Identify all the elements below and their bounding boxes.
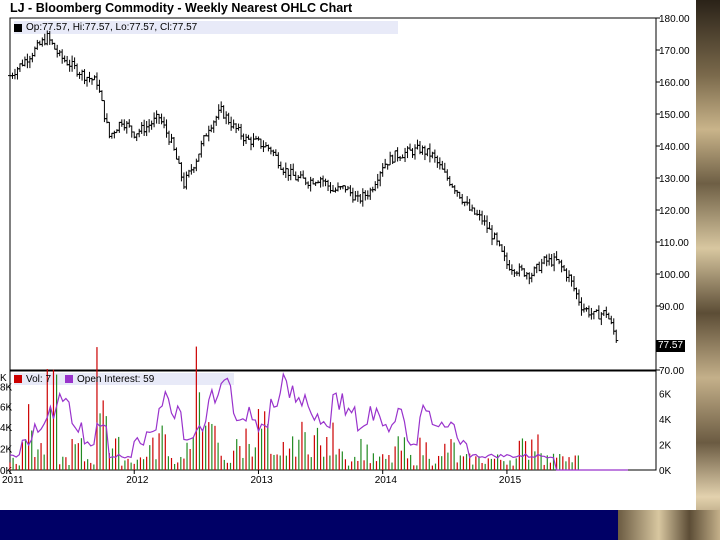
price-y-tick-label: 180.00 <box>659 14 690 25</box>
price-y-tick-label: 100.00 <box>659 270 690 281</box>
volume-left-tick-label: 8K <box>0 382 13 393</box>
price-plot-frame <box>9 17 657 371</box>
price-chart-svg: 180.00 170.00 160.00 150.00 140.00 130.00 120.… <box>8 14 690 377</box>
volume-y-tick-label: 4K <box>659 415 672 426</box>
open-interest-legend-label: Open Interest: 59 <box>77 373 155 385</box>
volume-y-tick-label: 2K <box>659 441 672 452</box>
ohlc-legend: Op:77.57, Hi:77.57, Lo:77.57, Cl:77.57 <box>14 21 394 34</box>
volume-bars <box>9 346 579 470</box>
x-tick-label: 2015 <box>499 475 522 486</box>
open-interest-legend-swatch <box>65 375 74 383</box>
open-interest-line <box>9 372 628 471</box>
price-y-tick-label: 160.00 <box>659 78 690 89</box>
ohlc-bars <box>8 30 619 343</box>
volume-legend: Vol: 7 Open Interest: 59 <box>14 373 154 385</box>
chart-title: LJ - Bloomberg Commodity - Weekly Neares… <box>10 1 353 15</box>
price-y-tick-label: 120.00 <box>659 206 690 217</box>
background-decoration-right <box>696 0 720 540</box>
volume-left-tick-label: 6K <box>0 403 13 414</box>
ohlc-legend-background <box>14 21 398 34</box>
volume-y-tick-label: 6K <box>659 390 672 401</box>
ohlc-legend-label: Op:77.57, Hi:77.57, Lo:77.57, Cl:77.57 <box>26 22 198 33</box>
price-y-tick-label: 110.00 <box>659 238 689 249</box>
x-tick-label: 2014 <box>375 475 398 486</box>
volume-y-tick-label: 0K <box>659 466 672 477</box>
volume-left-tick-label: 0K <box>0 466 13 477</box>
volume-legend-swatch <box>14 375 22 383</box>
volume-legend-label: Vol: 7 <box>26 373 52 385</box>
x-tick-label: 2012 <box>126 475 149 486</box>
price-chart[interactable]: 180.00 170.00 160.00 150.00 140.00 130.00 120.… <box>8 14 690 377</box>
background-decoration-bottom <box>618 510 720 540</box>
price-y-tick-label: 90.00 <box>659 302 684 313</box>
footer-bar <box>0 510 618 540</box>
ohlc-legend-swatch <box>14 23 22 32</box>
price-y-tick-label: 170.00 <box>659 46 690 57</box>
volume-left-tick-label: 2K <box>0 445 13 456</box>
price-y-tick-label: 140.00 <box>659 142 690 153</box>
price-y-tick-label: 150.00 <box>659 110 690 121</box>
x-tick-label: 2011 <box>2 475 24 486</box>
volume-left-tick-label: K <box>0 373 7 384</box>
price-y-tick-label: 130.00 <box>659 174 690 185</box>
last-price-tag: 77.57 <box>656 340 686 352</box>
x-tick-label: 2013 <box>250 475 273 486</box>
volume-left-tick-label: 4K <box>0 423 13 434</box>
volume-chart[interactable]: 6K 4K 2K 0K K 8K 6K 4K 2K 0K 2011 2012 2013 2014 2015 <box>0 346 672 486</box>
price-y-tick-label: 70.00 <box>659 366 684 377</box>
